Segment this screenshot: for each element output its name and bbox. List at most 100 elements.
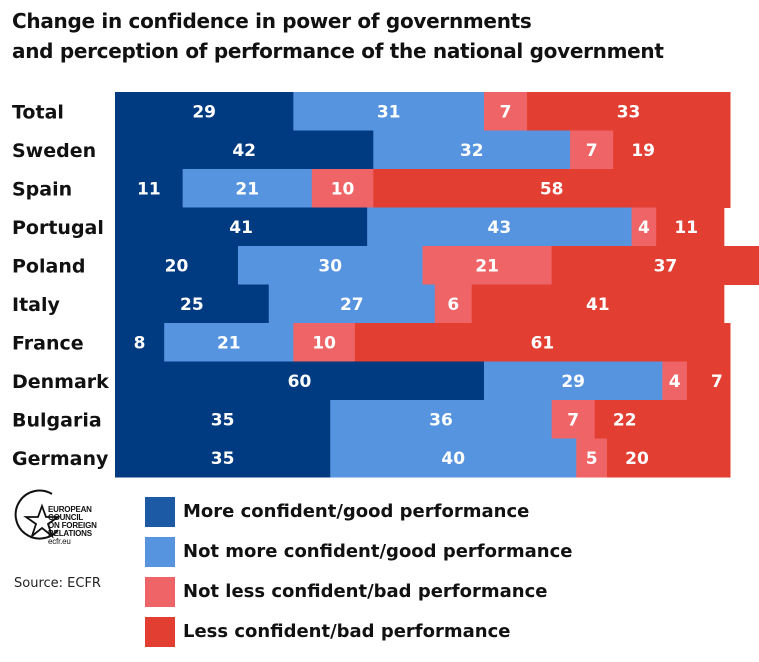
logo-url: ecfr.eu xyxy=(48,537,71,546)
legend-swatch xyxy=(145,537,175,567)
category-label-germany: Germany xyxy=(12,448,109,470)
bar-bulgaria-series-1 xyxy=(115,400,331,439)
bar-france-series-2 xyxy=(164,323,294,362)
data-label-italy-series-4: 41 xyxy=(586,295,610,315)
category-label-portugal: Portugal xyxy=(12,217,104,239)
bar-italy-series-4 xyxy=(471,284,725,324)
data-label-total-series-2: 31 xyxy=(377,102,401,122)
data-label-poland-series-2: 30 xyxy=(318,256,342,276)
bar-total-series-2 xyxy=(293,92,485,131)
category-label-total: Total xyxy=(12,101,64,123)
category-label-sweden: Sweden xyxy=(12,140,96,162)
chart-title-line-2: and perception of performance of the nat… xyxy=(12,39,664,63)
data-label-total-series-1: 29 xyxy=(192,102,216,122)
data-label-france-series-2: 21 xyxy=(217,333,241,353)
bar-total-series-4 xyxy=(527,92,731,131)
category-label-spain: Spain xyxy=(12,178,72,200)
bar-denmark-series-4 xyxy=(686,361,731,401)
data-label-bulgaria-series-1: 35 xyxy=(211,410,235,430)
bar-denmark-series-2 xyxy=(484,361,663,401)
category-label-bulgaria: Bulgaria xyxy=(12,409,102,431)
legend-swatch xyxy=(145,617,175,647)
bar-italy-series-2 xyxy=(268,284,436,324)
legend-label: Not more confident/good performance xyxy=(183,541,573,562)
bar-sweden-series-1 xyxy=(115,130,374,170)
data-label-france-series-4: 61 xyxy=(531,333,555,353)
data-label-spain-series-3: 10 xyxy=(331,179,355,199)
bar-italy-series-3 xyxy=(434,284,473,324)
bar-portugal-series-2 xyxy=(367,207,633,247)
logo-line-2: COUNCIL xyxy=(48,513,84,522)
bar-spain-series-2 xyxy=(182,169,313,208)
data-label-sweden-series-2: 32 xyxy=(460,141,484,161)
chart-title: Change in confidence in power of governm… xyxy=(12,6,664,66)
data-label-france-series-1: 8 xyxy=(134,333,146,353)
star-circle-icon xyxy=(14,489,61,540)
bar-portugal-series-4 xyxy=(656,207,725,247)
bar-germany-series-1 xyxy=(115,438,331,478)
data-label-poland-series-4: 37 xyxy=(654,256,678,276)
data-label-portugal-series-1: 41 xyxy=(229,218,253,238)
bar-poland-series-4 xyxy=(551,246,759,285)
bar-poland-series-2 xyxy=(238,246,423,285)
data-label-total-series-4: 33 xyxy=(617,102,641,122)
category-label-poland: Poland xyxy=(12,255,85,277)
bar-germany-series-2 xyxy=(330,438,577,478)
data-label-bulgaria-series-4: 22 xyxy=(613,410,637,430)
data-label-spain-series-1: 11 xyxy=(137,179,161,199)
bar-portugal-series-1 xyxy=(115,207,368,247)
bar-spain-series-4 xyxy=(373,169,731,208)
bar-portugal-series-3 xyxy=(631,207,657,247)
bar-sweden-series-4 xyxy=(613,130,731,170)
data-label-spain-series-4: 58 xyxy=(540,179,564,199)
legend-label: Less confident/bad performance xyxy=(183,621,511,642)
bar-france-series-1 xyxy=(115,323,165,362)
data-label-denmark-series-2: 29 xyxy=(561,372,585,392)
bar-france-series-3 xyxy=(293,323,356,362)
data-label-italy-series-2: 27 xyxy=(340,295,364,315)
data-label-spain-series-2: 21 xyxy=(235,179,259,199)
data-label-sweden-series-4: 19 xyxy=(631,141,655,161)
data-label-portugal-series-2: 43 xyxy=(488,218,512,238)
bar-france-series-4 xyxy=(354,323,731,362)
data-label-bulgaria-series-3: 7 xyxy=(567,410,579,430)
data-label-bulgaria-series-2: 36 xyxy=(429,410,453,430)
logo-line-1: EUROPEAN xyxy=(48,505,92,514)
legend-swatch xyxy=(145,497,175,527)
bar-germany-series-4 xyxy=(607,438,731,478)
bar-bulgaria-series-2 xyxy=(330,400,553,439)
data-label-germany-series-1: 35 xyxy=(211,449,235,469)
bar-italy-series-1 xyxy=(115,284,270,324)
data-label-portugal-series-4: 11 xyxy=(674,218,698,238)
category-label-italy: Italy xyxy=(12,294,60,316)
bar-spain-series-1 xyxy=(115,169,184,208)
bar-denmark-series-3 xyxy=(662,361,688,401)
bar-sweden-series-2 xyxy=(373,130,571,170)
bar-poland-series-3 xyxy=(422,246,553,285)
ecfr-logo: EUROPEAN COUNCIL ON FOREIGN RELATIONS ec… xyxy=(12,486,122,556)
bar-total-series-3 xyxy=(484,92,528,131)
bar-spain-series-3 xyxy=(311,169,374,208)
legend-label: Not less confident/bad performance xyxy=(183,581,548,602)
data-label-denmark-series-4: 7 xyxy=(711,372,723,392)
logo-line-4: RELATIONS xyxy=(48,529,92,538)
data-label-total-series-3: 7 xyxy=(500,102,512,122)
legend-swatch xyxy=(145,577,175,607)
data-label-poland-series-3: 21 xyxy=(475,256,499,276)
logo-wordmark: EUROPEAN COUNCIL ON FOREIGN RELATIONS ec… xyxy=(48,506,97,546)
bar-denmark-series-1 xyxy=(115,361,485,401)
bar-sweden-series-3 xyxy=(570,130,614,170)
data-label-denmark-series-3: 4 xyxy=(669,372,681,392)
data-label-poland-series-1: 20 xyxy=(165,256,189,276)
data-label-germany-series-3: 5 xyxy=(586,449,598,469)
source-note: Source: ECFR xyxy=(14,576,101,591)
category-label-france: France xyxy=(12,332,84,354)
bar-bulgaria-series-3 xyxy=(551,400,596,439)
data-label-portugal-series-3: 4 xyxy=(638,218,650,238)
bar-germany-series-3 xyxy=(576,438,608,478)
data-label-italy-series-3: 6 xyxy=(447,295,459,315)
bar-poland-series-1 xyxy=(115,246,239,285)
logo-line-3: ON FOREIGN xyxy=(48,521,97,530)
chart-title-line-1: Change in confidence in power of governm… xyxy=(12,9,532,33)
